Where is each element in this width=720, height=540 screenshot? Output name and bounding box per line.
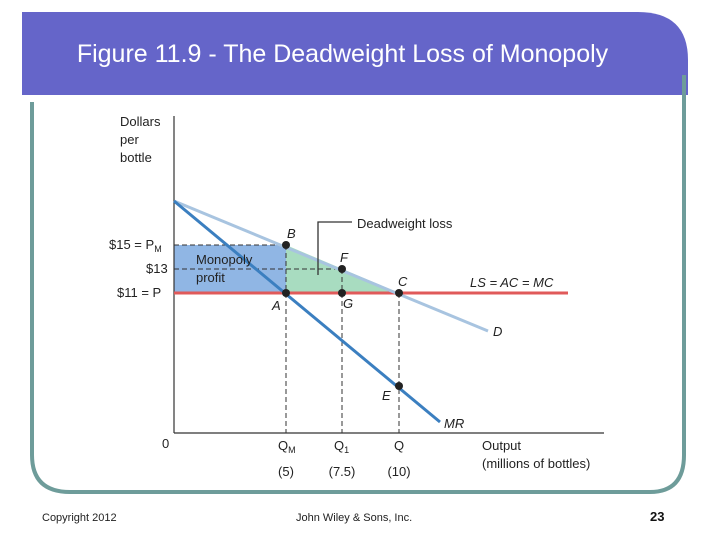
- y-axis-label-line-2: per: [120, 132, 139, 147]
- point-g: [338, 289, 346, 297]
- price-label-pm: $15 = PM: [109, 237, 162, 254]
- quantity-label-qm: QM: [278, 438, 296, 455]
- point-label-a: A: [271, 298, 281, 313]
- title-underline: [22, 95, 638, 102]
- origin-label: 0: [162, 436, 169, 451]
- y-axis-label-line-3: bottle: [120, 150, 152, 165]
- point-e: [395, 382, 403, 390]
- marginal-revenue-label: MR: [444, 416, 464, 431]
- point-label-g: G: [343, 296, 353, 311]
- point-label-e: E: [382, 388, 391, 403]
- x-axis-label-line-2: (millions of bottles): [482, 456, 590, 471]
- point-label-f: F: [340, 250, 349, 265]
- slide-title: Figure 11.9 - The Deadweight Loss of Mon…: [76, 40, 609, 68]
- monopoly-profit-label-line-1: Monopoly: [196, 252, 253, 267]
- slide-number: 23: [650, 509, 665, 524]
- cost-curve-label: LS = AC = MC: [470, 275, 554, 290]
- y-axis-label-line-1: Dollars: [120, 114, 161, 129]
- quantity-label-q: Q: [394, 438, 404, 453]
- deadweight-loss-label: Deadweight loss: [357, 216, 453, 231]
- x-axis-label-line-1: Output: [482, 438, 521, 453]
- quantity-label-q1: Q1: [334, 438, 349, 455]
- demand-curve: [173, 199, 489, 333]
- title-bar: [22, 12, 688, 95]
- quantity-value-q: (10): [387, 464, 410, 479]
- point-label-b: B: [287, 226, 296, 241]
- point-a: [282, 289, 290, 297]
- point-b: [282, 241, 290, 249]
- point-c: [395, 289, 403, 297]
- deadweight-loss-callout: [317, 221, 352, 275]
- quantity-value-q1: (7.5): [329, 464, 356, 479]
- copyright-text: Copyright 2012: [42, 512, 117, 524]
- publisher-text: John Wiley & Sons, Inc.: [296, 512, 413, 524]
- price-label-p: $11 = P: [117, 285, 161, 300]
- point-label-c: C: [398, 274, 408, 289]
- content-frame-border: [30, 75, 686, 494]
- point-f: [338, 265, 346, 273]
- quantity-value-qm: (5): [278, 464, 294, 479]
- price-label-mid: $13: [146, 261, 168, 276]
- monopoly-profit-label-line-2: profit: [196, 270, 225, 285]
- demand-label: D: [493, 324, 502, 339]
